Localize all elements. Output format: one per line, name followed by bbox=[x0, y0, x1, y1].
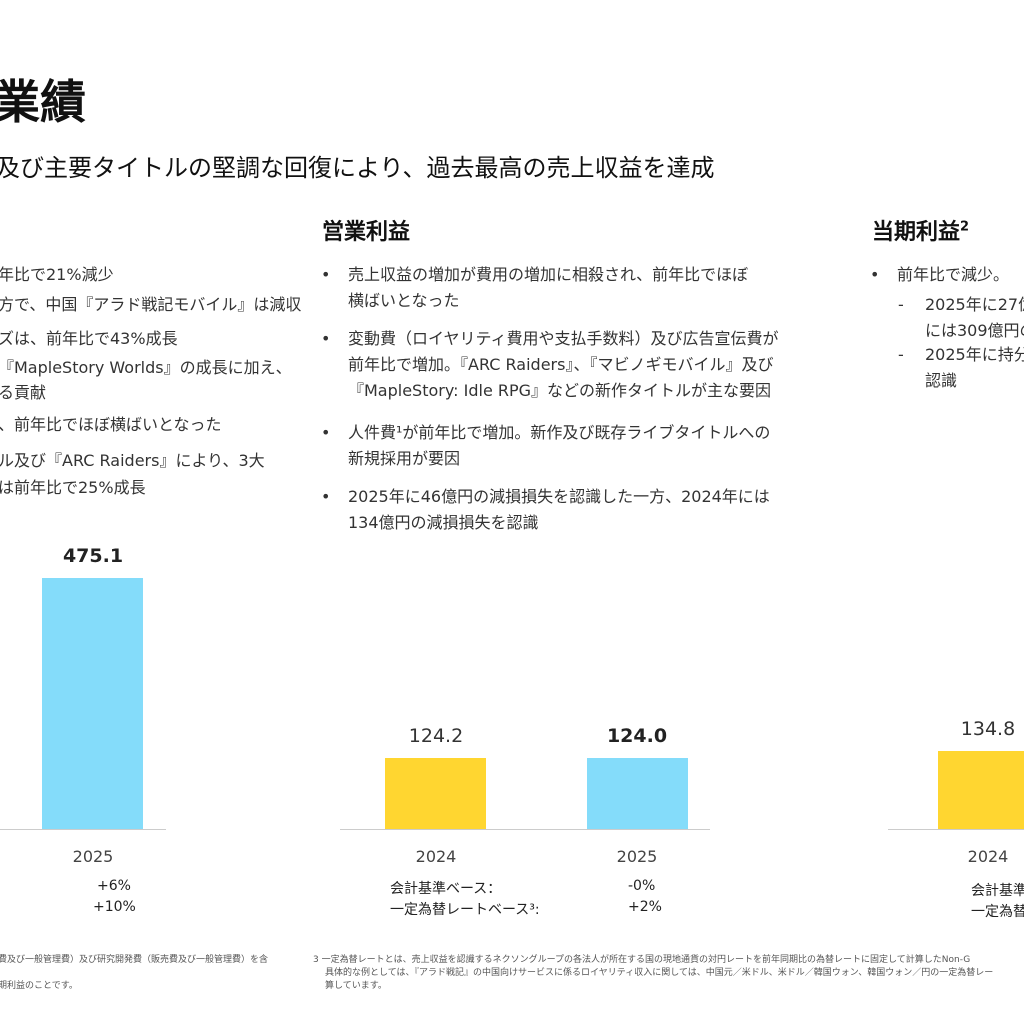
stat-label-constant-fx: 一定為替 bbox=[971, 904, 1024, 920]
left-stat: +6% bbox=[97, 878, 131, 894]
left-axis bbox=[0, 829, 166, 830]
bar-2024 bbox=[938, 751, 1024, 829]
left-line: 、前年比でほぼ横ばいとなった bbox=[0, 415, 222, 434]
left-line: は前年比で25%成長 bbox=[0, 478, 146, 497]
page-subtitle: 及び主要タイトルの堅調な回復により、過去最高の売上収益を達成 bbox=[0, 154, 715, 182]
left-line: ズは、前年比で43%成長 bbox=[0, 329, 178, 348]
bullet-item: • 2025年に46億円の減損損失を認識した一方、2024年には 134億円の減… bbox=[321, 487, 770, 532]
left-line: ル及び『ARC Raiders』により、3大 bbox=[0, 451, 265, 470]
year-label-2024: 2024 bbox=[967, 847, 1009, 866]
sub-bullet: - 2025年に持分 認識 bbox=[898, 345, 1024, 390]
left-bar-2025 bbox=[42, 578, 143, 829]
stat-label-gaap: 会計基準ベース： bbox=[390, 881, 502, 897]
section-title: 営業利益 bbox=[322, 220, 411, 245]
stat-label-constant-fx: 一定為替レートベース³: bbox=[390, 902, 540, 918]
bullet-item: • 前年比で減少。 bbox=[870, 265, 1010, 284]
left-stat: +10% bbox=[93, 899, 136, 915]
bar-value-2025: 124.0 bbox=[606, 725, 668, 747]
bar-value-2024: 124.2 bbox=[408, 725, 464, 747]
year-label-2025: 2025 bbox=[616, 847, 658, 866]
left-year: 2025 bbox=[72, 847, 114, 866]
bullet-item: • 変動費（ロイヤリティ費用や支払手数料）及び広告宣伝費が 前年比で増加。『AR… bbox=[321, 329, 779, 400]
left-line: 方で、中国『アラド戦記モバイル』は減収 bbox=[0, 295, 302, 314]
left-line: る貢献 bbox=[0, 383, 47, 402]
bar-2024 bbox=[385, 758, 486, 829]
left-line: 年比で21%減少 bbox=[0, 265, 114, 284]
operating-axis bbox=[340, 829, 710, 830]
bullet-item: • 人件費¹が前年比で増加。新作及び既存ライブタイトルへの 新規採用が要因 bbox=[321, 423, 771, 468]
sub-bullet: - 2025年に27億 には309億円の bbox=[898, 295, 1024, 340]
year-label-2024: 2024 bbox=[415, 847, 457, 866]
bullet-item: • 売上収益の増加が費用の増加に相殺され、前年比でほぼ 横ばいとなった bbox=[321, 265, 749, 310]
stat-label-gaap: 会計基準 bbox=[971, 883, 1024, 899]
bar-value-2024: 134.8 bbox=[960, 718, 1016, 740]
left-line: 『MapleStory Worlds』の成長に加え、 bbox=[0, 358, 292, 377]
footnote-left: 費及び一般管理費）及び研究開発費（販売費及び一般管理費）を含 期利益のことです。 bbox=[0, 955, 269, 991]
page-title: 業績 bbox=[0, 75, 86, 129]
left-bar-value: 475.1 bbox=[62, 545, 124, 567]
net-axis bbox=[888, 829, 1024, 830]
stat-value-gaap: -0% bbox=[628, 878, 656, 894]
stat-value-constant-fx: +2% bbox=[628, 899, 662, 915]
footnote-right: 3 一定為替レートとは、売上収益を認識するネクソングループの各法人が所在する国の… bbox=[313, 955, 994, 991]
bar-2025 bbox=[587, 758, 688, 829]
section-title: 当期利益2 bbox=[872, 219, 970, 245]
